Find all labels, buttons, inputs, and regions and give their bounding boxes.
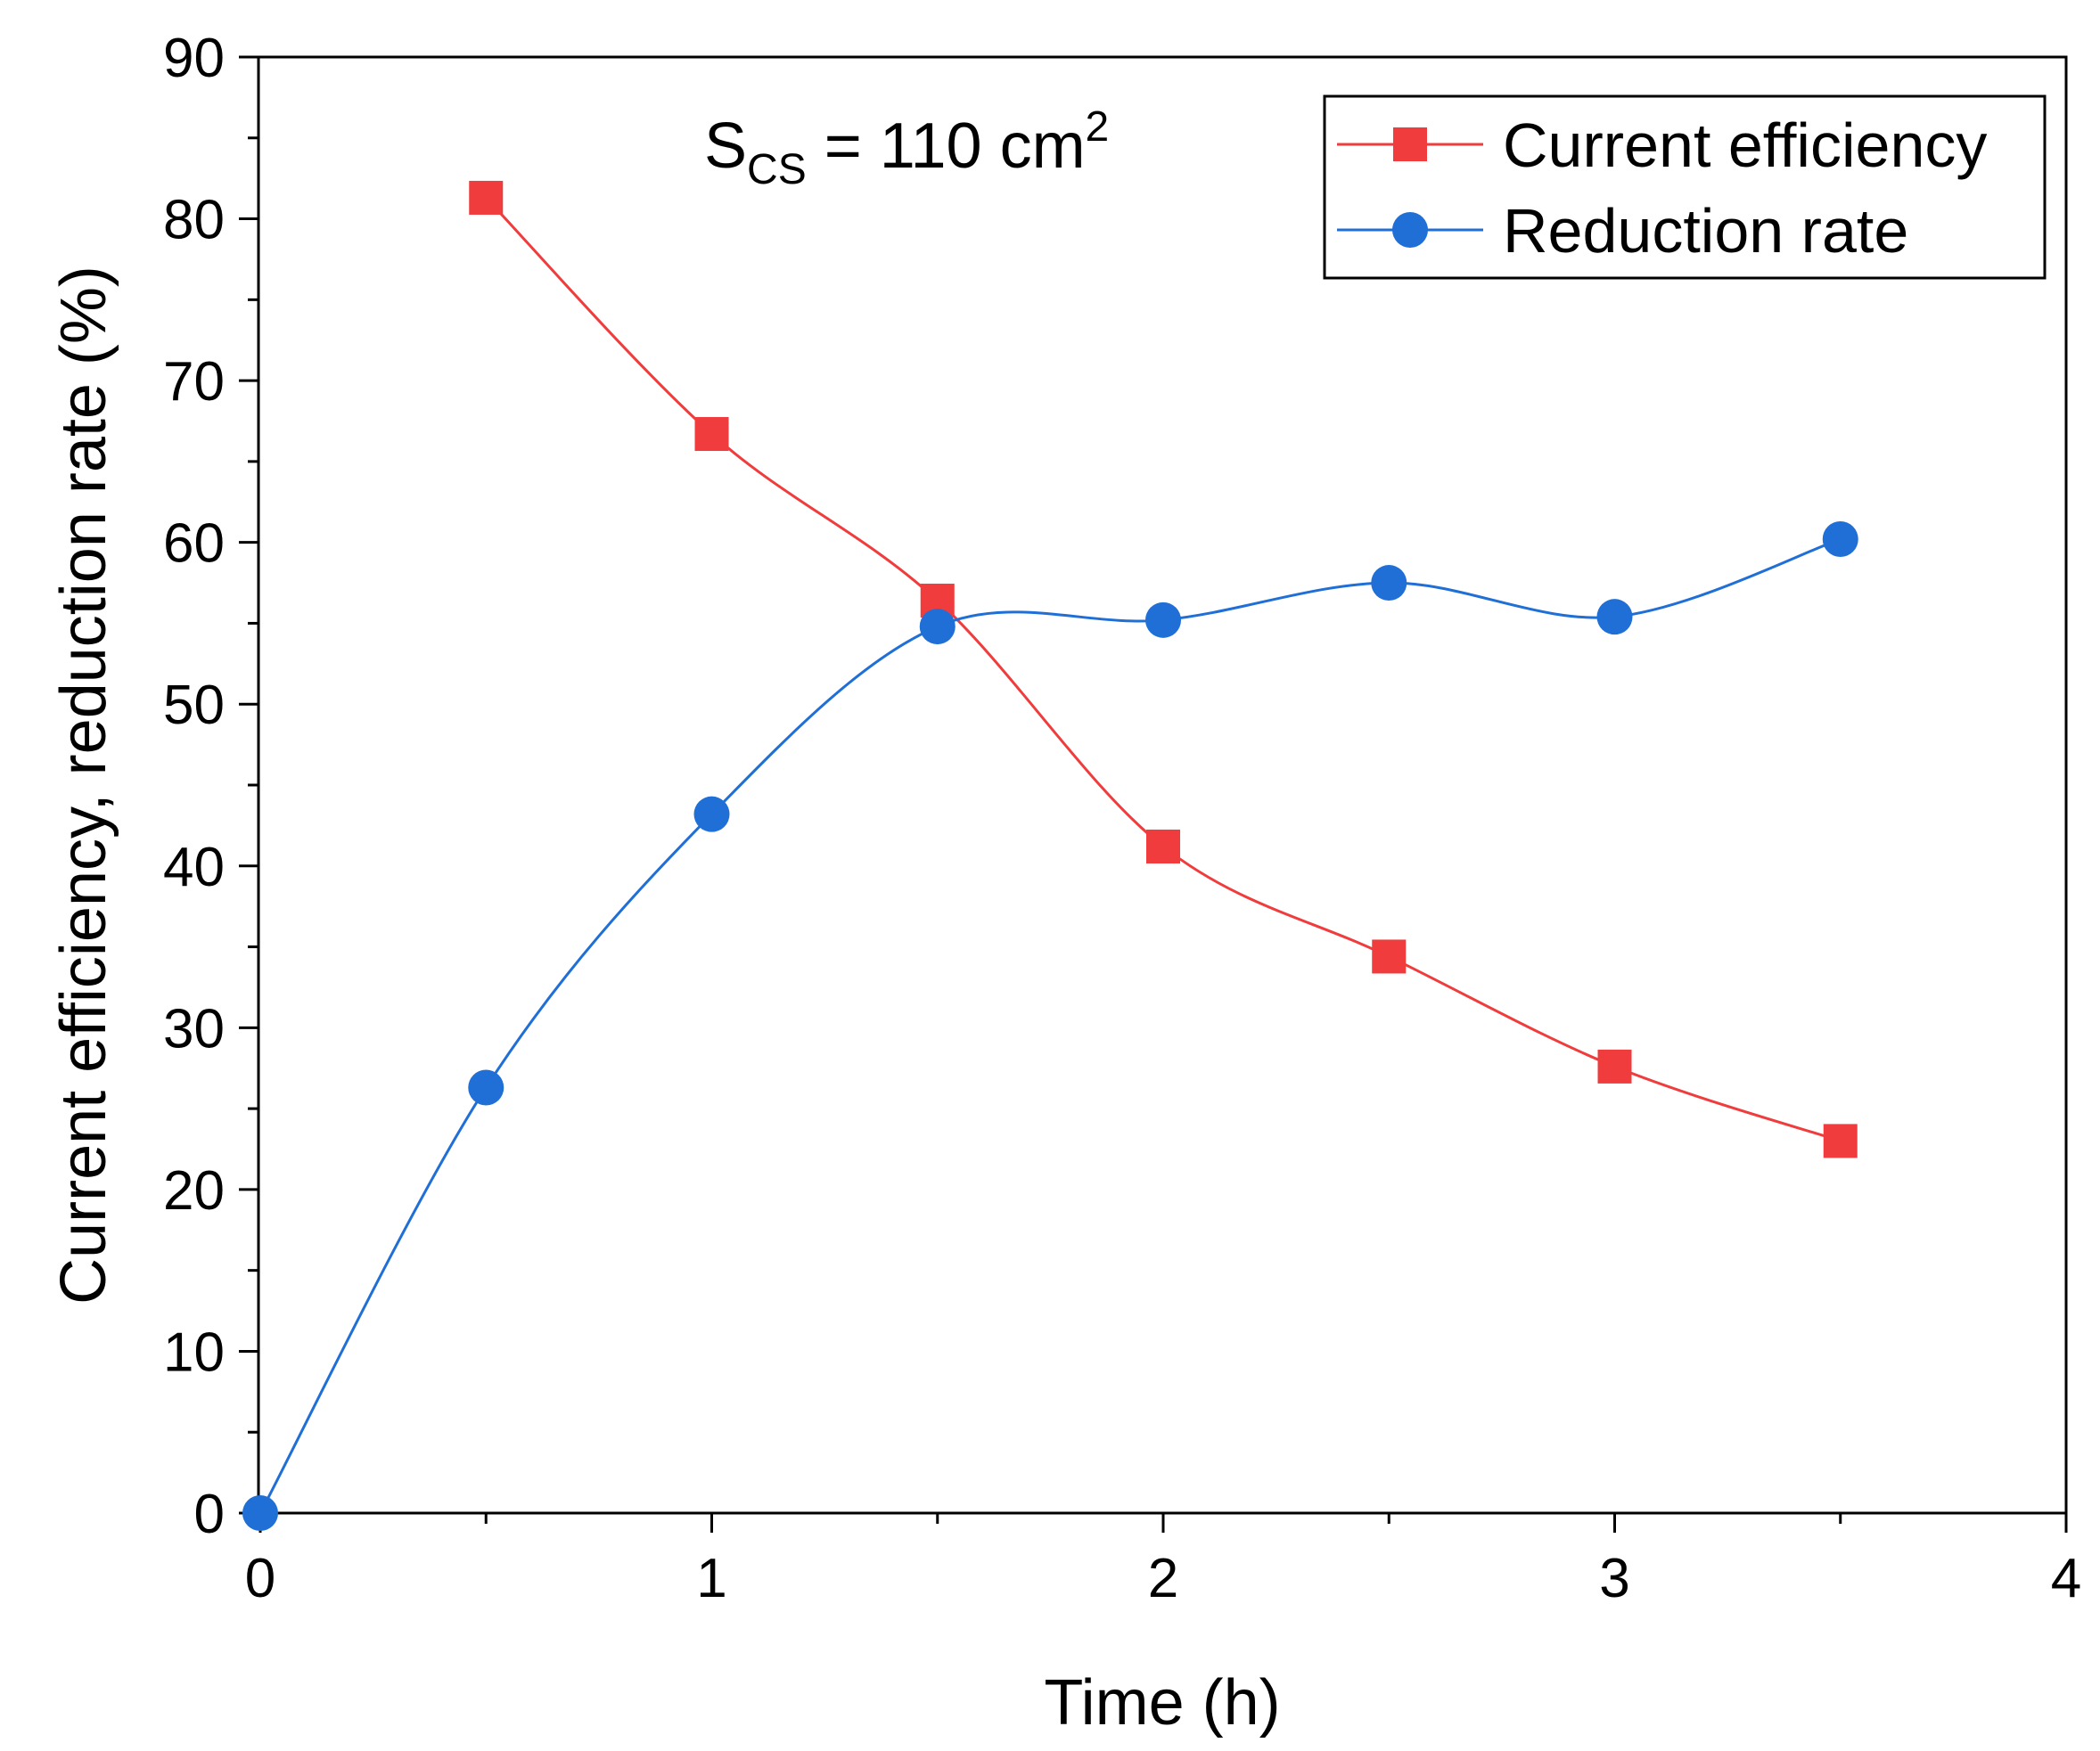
y-tick-label: 40 [163, 837, 225, 898]
x-tick-label: 3 [1599, 1548, 1629, 1609]
data-point-current-efficiency [1146, 829, 1180, 863]
series-line-reduction-rate [258, 537, 1842, 1514]
annotation-rest: = 110 cm [807, 110, 1086, 182]
axis-ticks [239, 55, 2068, 1533]
data-point-current-efficiency [1823, 1124, 1858, 1158]
x-tick-label: 2 [1148, 1548, 1178, 1609]
y-tick-label: 20 [163, 1160, 225, 1222]
series-layer [242, 180, 1858, 1531]
y-tick-label: 30 [163, 998, 225, 1060]
x-tick-label: 1 [696, 1548, 726, 1609]
series-line-current-efficiency [485, 196, 1842, 1142]
y-tick-label: 70 [163, 351, 225, 413]
data-point-reduction-rate [693, 796, 730, 832]
y-tick-labels: 0 10 20 30 40 50 60 70 80 90 [163, 28, 225, 1545]
data-point-current-efficiency [1372, 939, 1407, 974]
data-point-current-efficiency [694, 417, 729, 452]
x-tick-label: 0 [245, 1548, 275, 1609]
data-point-current-efficiency [469, 180, 504, 215]
annotation-main: S [704, 110, 747, 182]
y-tick-label: 90 [163, 28, 225, 89]
data-point-reduction-rate [1145, 601, 1181, 638]
x-axis-title: Time (h) [1044, 1667, 1280, 1739]
legend-marker-reduction-rate [1392, 212, 1428, 248]
y-axis-title: Current efficiency, reduction rate (%) [48, 266, 119, 1305]
legend-label-reduction-rate: Reduction rate [1503, 196, 1908, 266]
legend-marker-current-efficiency [1393, 127, 1427, 161]
y-tick-label: 50 [163, 675, 225, 736]
data-point-reduction-rate [468, 1069, 504, 1106]
legend-label-current-efficiency: Current efficiency [1503, 110, 1987, 180]
data-point-reduction-rate [1596, 599, 1633, 635]
data-point-current-efficiency [1597, 1049, 1632, 1084]
annotation-subscript: CS [747, 146, 807, 193]
y-tick-label: 10 [163, 1321, 225, 1383]
data-point-reduction-rate [1371, 565, 1407, 601]
x-tick-labels: 0 1 2 3 4 [245, 1548, 2081, 1609]
y-tick-label: 0 [194, 1484, 225, 1545]
annotation-superscript: 2 [1086, 103, 1110, 151]
legend: Current efficiency Reduction rate [1323, 94, 2047, 280]
data-point-reduction-rate [1822, 521, 1858, 558]
y-tick-label: 80 [163, 190, 225, 251]
x-tick-label: 4 [2051, 1548, 2081, 1609]
y-tick-label: 60 [163, 513, 225, 575]
data-point-reduction-rate [919, 609, 956, 645]
surface-area-annotation: SCS = 110 cm2 [704, 103, 1109, 193]
data-point-reduction-rate [242, 1495, 278, 1531]
legend-box [1323, 94, 2047, 280]
